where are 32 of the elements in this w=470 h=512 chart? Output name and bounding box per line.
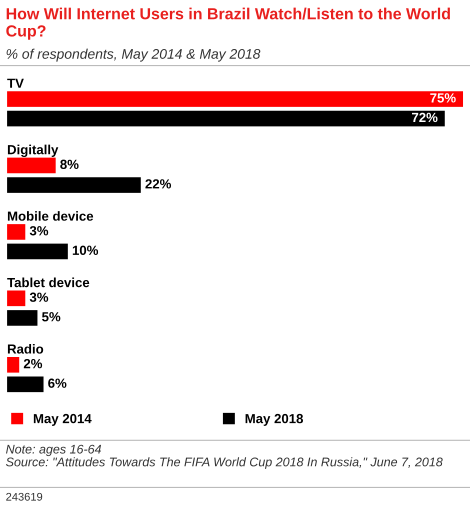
bar: [7, 110, 445, 126]
bar: [7, 177, 141, 193]
legend-label: May 2018: [246, 414, 304, 426]
source-note: Source: "Attitudes Towards The FIFA World Cup 2018 In Russia," June 7, 2018: [6, 457, 443, 469]
bar: [7, 158, 56, 174]
legend-label: May 2014: [34, 414, 92, 426]
data-label: 72%: [412, 112, 438, 122]
bar: [7, 290, 26, 306]
data-label: 10%: [72, 246, 98, 255]
bar: [7, 356, 20, 373]
data-label: 3%: [30, 226, 48, 236]
chart-subtitle: % of respondents, May 2014 & May 2018: [6, 48, 260, 62]
data-label: 3%: [30, 292, 48, 302]
data-label: 2%: [24, 358, 42, 368]
data-label: 22%: [145, 179, 172, 189]
bar: [7, 224, 26, 240]
text: Note: ages 16-64: [6, 444, 102, 456]
y-tick-label: Tablet device: [7, 278, 90, 288]
y-tick-label: TV: [7, 78, 24, 88]
bar: [7, 91, 464, 107]
data-label: 5%: [42, 312, 60, 322]
bar: [7, 376, 44, 392]
bar: [7, 310, 38, 326]
data-label: 8%: [60, 160, 79, 170]
text: 243619: [6, 492, 42, 501]
data-label: 6%: [48, 378, 66, 388]
y-tick-label: Mobile device: [8, 211, 94, 221]
bar: [7, 244, 68, 260]
y-tick-label: Radio: [8, 344, 44, 354]
data-label: 75%: [430, 93, 456, 103]
chart-title: How Will Internet Users in Brazil Watch/Listen to the World Cup?: [6, 8, 450, 40]
y-tick-label: Digitally: [8, 144, 58, 157]
